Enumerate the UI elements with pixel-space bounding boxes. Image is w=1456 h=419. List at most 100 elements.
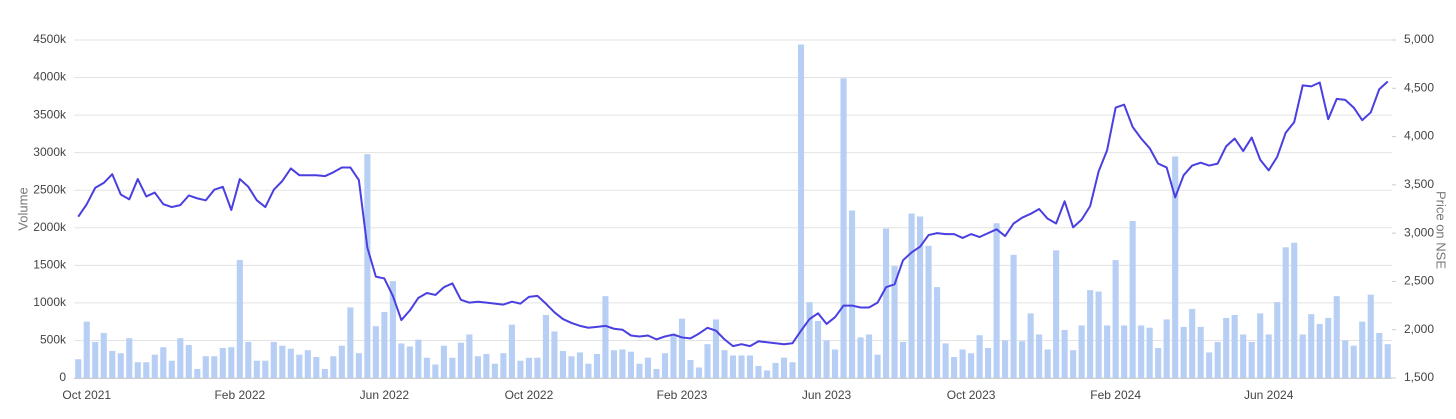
y2-tick-label: 4,500	[1404, 80, 1434, 94]
bar	[1367, 294, 1374, 378]
bar	[814, 320, 822, 378]
x-tick-label: Feb 2023	[657, 388, 708, 402]
y-tick-label: 500k	[40, 333, 67, 347]
bar	[406, 346, 413, 378]
bar	[1223, 317, 1230, 378]
bar	[712, 319, 720, 378]
bar	[1299, 334, 1306, 378]
bar	[355, 353, 362, 378]
bar	[126, 338, 133, 378]
bar	[865, 334, 873, 378]
x-tick-label: Jun 2023	[802, 388, 852, 402]
bar	[695, 367, 703, 378]
bar	[653, 368, 660, 378]
bar	[304, 350, 311, 378]
bar	[1231, 314, 1238, 378]
bar	[1019, 341, 1026, 378]
bar	[517, 360, 524, 378]
bar	[755, 365, 762, 378]
x-tick-label: Oct 2023	[947, 388, 996, 402]
y2-tick-label: 5,000	[1404, 32, 1434, 46]
bar	[797, 44, 805, 379]
bar	[75, 359, 82, 378]
bar	[848, 210, 856, 378]
bar	[644, 357, 652, 378]
y2-tick-label: 1,500	[1404, 370, 1434, 384]
bar	[534, 357, 541, 378]
y-tick-label: 4000k	[33, 70, 67, 84]
y2-tick-label: 2,000	[1404, 322, 1434, 336]
bar	[619, 349, 626, 378]
bar	[1342, 340, 1349, 378]
bar	[934, 287, 941, 378]
bar	[279, 345, 286, 378]
bar	[228, 347, 235, 378]
y2-tick-label: 4,000	[1404, 129, 1434, 143]
bar	[772, 362, 779, 378]
bar	[985, 347, 992, 378]
bar	[840, 78, 847, 378]
y2-tick-label: 2,500	[1404, 274, 1434, 288]
bar	[440, 345, 447, 378]
bar	[1308, 314, 1315, 378]
bar	[245, 341, 252, 378]
bar	[1376, 332, 1383, 378]
bar	[593, 353, 601, 378]
y2-axis-title: Price on NSE	[1434, 191, 1449, 269]
bar	[177, 338, 184, 378]
bar	[330, 356, 337, 378]
bar	[525, 357, 532, 378]
bar	[1061, 329, 1068, 378]
bar	[823, 340, 830, 378]
bar	[704, 344, 711, 378]
y-tick-label: 4500k	[33, 32, 67, 46]
y-tick-label: 2500k	[33, 182, 67, 196]
y-tick-label: 1000k	[33, 295, 67, 309]
bar	[627, 351, 635, 378]
bar	[559, 350, 566, 378]
bar	[831, 349, 839, 378]
bar	[236, 260, 243, 378]
bar	[1129, 221, 1136, 378]
bar	[1291, 242, 1298, 378]
bar	[134, 362, 141, 378]
bar	[636, 363, 643, 378]
bar	[474, 356, 481, 378]
bar	[1104, 325, 1111, 378]
y-tick-label: 1500k	[33, 258, 67, 272]
bar	[202, 356, 209, 378]
bar	[364, 154, 371, 378]
bar	[874, 354, 881, 378]
x-tick-label: Oct 2022	[505, 388, 554, 402]
bar	[1197, 326, 1204, 378]
bar	[1121, 325, 1128, 378]
bar	[211, 356, 218, 378]
lines	[77, 80, 1389, 348]
bar	[151, 354, 158, 378]
bar	[270, 341, 277, 378]
y-tick-label: 3000k	[33, 145, 67, 159]
bar	[219, 347, 226, 378]
bar	[1172, 156, 1179, 378]
bar	[313, 356, 320, 378]
bar	[160, 347, 167, 378]
bar	[968, 353, 975, 378]
bar	[993, 223, 1000, 378]
bar	[262, 360, 269, 378]
bar	[1333, 296, 1340, 378]
bar	[1010, 254, 1017, 378]
bar	[1214, 341, 1221, 378]
bar	[143, 362, 150, 378]
bar	[882, 228, 890, 378]
bar	[491, 363, 498, 378]
bar	[568, 356, 575, 378]
bar	[1112, 260, 1119, 378]
bar	[959, 349, 966, 378]
bar	[92, 341, 99, 378]
bar	[287, 348, 294, 378]
bar	[1384, 344, 1391, 378]
bar	[389, 281, 396, 378]
bar	[610, 350, 618, 378]
x-tick-label: Oct 2021	[62, 388, 111, 402]
bar	[942, 343, 949, 378]
